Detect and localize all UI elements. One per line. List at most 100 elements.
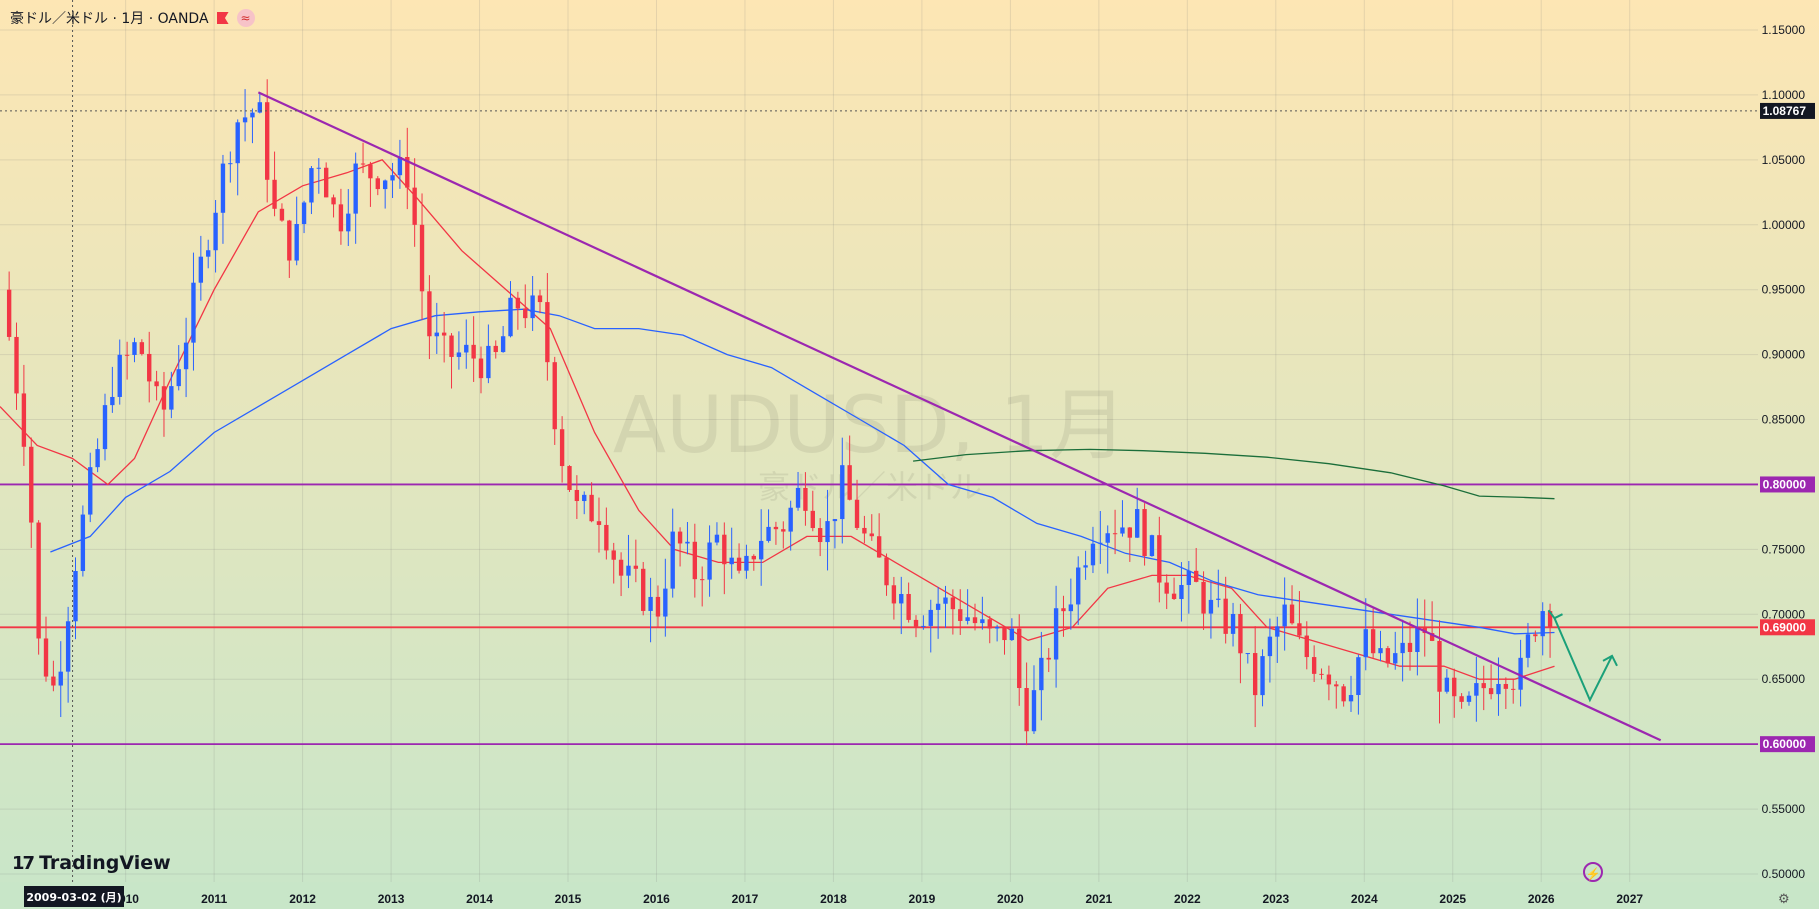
trendline[interactable] (257, 91, 1662, 742)
candle-body[interactable] (840, 465, 845, 520)
candle-body[interactable] (758, 540, 764, 560)
candle-body[interactable] (124, 354, 130, 356)
candle-body[interactable] (943, 597, 948, 604)
candle-body[interactable] (810, 510, 815, 529)
candle-body[interactable] (781, 529, 786, 532)
candle-body[interactable] (670, 531, 675, 589)
candle-body[interactable] (854, 499, 860, 528)
last-price-tag[interactable] (1760, 102, 1815, 119)
candle-body[interactable] (464, 344, 469, 353)
candle-body[interactable] (530, 295, 535, 319)
candle-body[interactable] (707, 542, 712, 580)
candle-body[interactable] (1120, 527, 1125, 534)
candle-body[interactable] (1511, 688, 1516, 690)
candle-body[interactable] (1149, 535, 1155, 557)
candle-body[interactable] (685, 541, 690, 544)
settings-icon[interactable]: ⚙ (1778, 891, 1790, 906)
candle-body[interactable] (1002, 627, 1007, 641)
candle-body[interactable] (766, 526, 771, 541)
candle-body[interactable] (58, 671, 63, 686)
candle-body[interactable] (1164, 582, 1169, 594)
candle-body[interactable] (618, 559, 624, 576)
candle-body[interactable] (478, 358, 484, 379)
candle-body[interactable] (545, 302, 550, 363)
candle-body[interactable] (427, 291, 432, 337)
candle-body[interactable] (1223, 598, 1228, 634)
candle-body[interactable] (493, 345, 498, 353)
candle-body[interactable] (405, 157, 410, 188)
candle-body[interactable] (1459, 696, 1464, 702)
candle-body[interactable] (43, 638, 49, 677)
candle-body[interactable] (1216, 598, 1221, 600)
candle-body[interactable] (1053, 608, 1059, 660)
candle-body[interactable] (1142, 509, 1147, 557)
level-tag[interactable] (1760, 476, 1815, 493)
candle-body[interactable] (972, 617, 978, 624)
candle-body[interactable] (714, 534, 720, 543)
candle-body[interactable] (456, 352, 462, 357)
candle-body[interactable] (1540, 611, 1545, 637)
candle-body[interactable] (1017, 628, 1022, 689)
candle-body[interactable] (80, 514, 86, 572)
moving-average-line[interactable] (913, 448, 1555, 500)
candle-body[interactable] (323, 167, 329, 198)
candle-body[interactable] (1046, 657, 1051, 660)
candle-body[interactable] (1385, 648, 1391, 664)
candle-body[interactable] (1304, 635, 1309, 658)
flag-icon[interactable] (216, 12, 229, 24)
candle-body[interactable] (1252, 653, 1258, 696)
candle-body[interactable] (847, 465, 852, 500)
candle-body[interactable] (331, 197, 336, 205)
candle-body[interactable] (552, 362, 557, 430)
candle-body[interactable] (508, 297, 513, 337)
candle-body[interactable] (14, 336, 19, 394)
candle-body[interactable] (1334, 684, 1339, 687)
candle-body[interactable] (1090, 543, 1096, 566)
candle-body[interactable] (1525, 634, 1531, 658)
candle-body[interactable] (279, 208, 285, 221)
candle-body[interactable] (21, 393, 27, 447)
candle-body[interactable] (604, 524, 609, 551)
symbol-title[interactable]: 豪ドル／米ドル · 1月 · OANDA (10, 11, 209, 27)
candle-body[interactable] (36, 522, 41, 639)
candle-body[interactable] (1260, 656, 1265, 696)
candle-body[interactable] (1518, 657, 1523, 690)
candle-body[interactable] (958, 609, 963, 621)
candle-body[interactable] (412, 187, 417, 225)
candle-body[interactable] (183, 342, 189, 370)
candle-body[interactable] (1297, 623, 1302, 636)
candle-body[interactable] (1407, 642, 1413, 652)
candle-body[interactable] (641, 568, 646, 611)
candle-body[interactable] (1193, 570, 1199, 582)
candle-body[interactable] (1311, 657, 1317, 674)
candle-body[interactable] (1496, 683, 1501, 695)
candle-body[interactable] (338, 204, 344, 232)
candle-body[interactable] (213, 212, 218, 251)
time-axis[interactable] (0, 882, 1819, 909)
candle-body[interactable] (110, 396, 115, 406)
candle-body[interactable] (419, 224, 425, 292)
candle-body[interactable] (1031, 690, 1037, 732)
candle-body[interactable] (574, 489, 580, 502)
candle-body[interactable] (1267, 636, 1273, 657)
level-tag[interactable] (1760, 619, 1815, 636)
candle-body[interactable] (899, 593, 904, 604)
candle-body[interactable] (1393, 653, 1398, 664)
candle-body[interactable] (1547, 611, 1553, 628)
candle-body[interactable] (375, 178, 380, 190)
candle-body[interactable] (589, 494, 594, 522)
candle-body[interactable] (29, 446, 34, 523)
candle-body[interactable] (648, 596, 653, 611)
candle-body[interactable] (1289, 604, 1295, 624)
candle-body[interactable] (250, 112, 255, 118)
candle-body[interactable] (736, 557, 742, 571)
candle-body[interactable] (206, 250, 211, 257)
candle-body[interactable] (921, 625, 926, 627)
candle-body[interactable] (655, 596, 661, 617)
candle-body[interactable] (397, 157, 403, 176)
candle-body[interactable] (287, 220, 292, 261)
candle-body[interactable] (235, 122, 240, 164)
candle-body[interactable] (906, 593, 911, 620)
candle-body[interactable] (1326, 674, 1332, 685)
